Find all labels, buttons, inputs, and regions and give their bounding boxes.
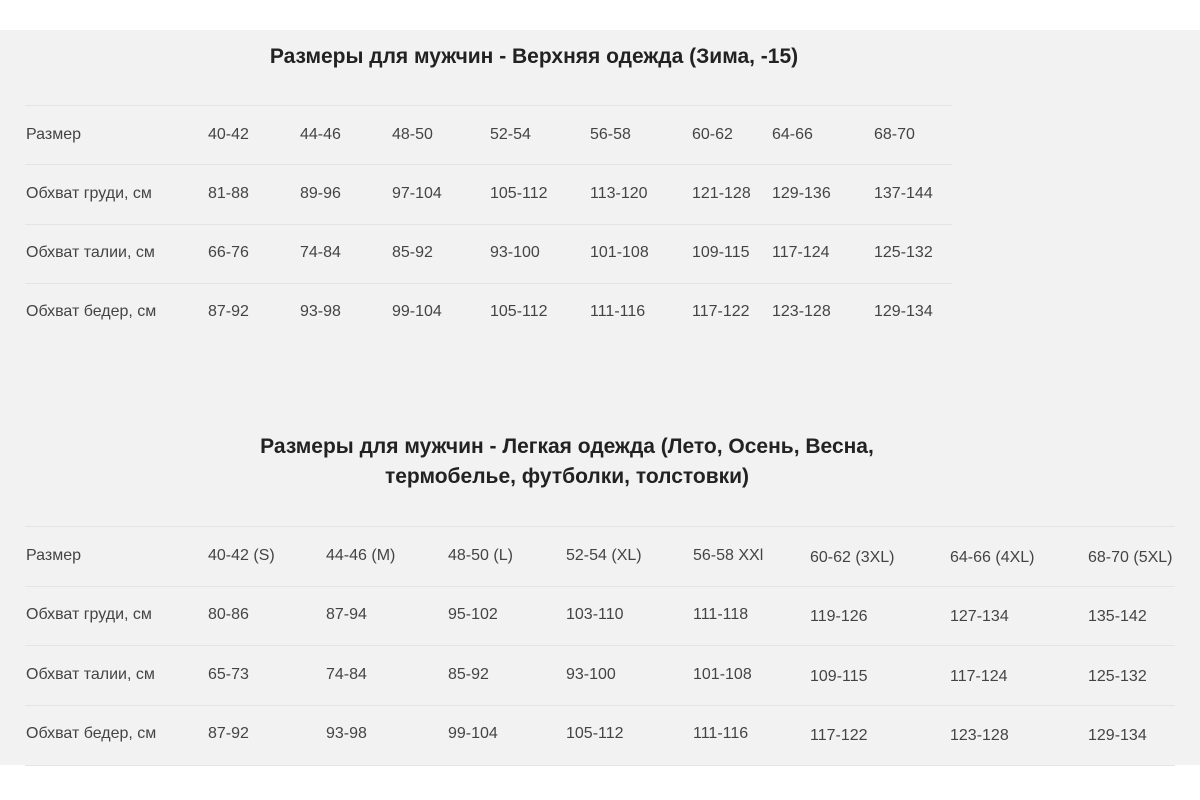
row-divider <box>25 586 1175 587</box>
table-cell: 87-94 <box>326 606 367 623</box>
table-cell: 68-70 (5XL) <box>1088 549 1173 566</box>
table-cell: 101-108 <box>693 666 752 683</box>
table-cell: 74-84 <box>326 666 367 683</box>
table-cell: 117-124 <box>772 244 830 261</box>
table-cell: 56-58 <box>590 126 631 143</box>
table-cell: 87-92 <box>208 725 249 742</box>
table-cell: 125-132 <box>1088 668 1147 685</box>
winter-table-title: Размеры для мужчин - Верхняя одежда (Зим… <box>269 45 799 68</box>
row-label: Обхват бедер, см <box>26 303 157 320</box>
table-cell: 105-112 <box>566 725 624 742</box>
row-divider <box>25 705 1175 706</box>
table-cell: 93-98 <box>326 725 367 742</box>
row-divider <box>25 164 952 165</box>
row-divider <box>25 224 952 225</box>
table-cell: 121-128 <box>692 185 751 202</box>
table-cell: 48-50 (L) <box>448 547 513 564</box>
row-label: Обхват бедер, см <box>26 725 157 742</box>
table-cell: 125-132 <box>874 244 933 261</box>
table-cell: 117-122 <box>810 727 868 744</box>
table-cell: 105-112 <box>490 185 548 202</box>
table-cell: 99-104 <box>392 303 442 320</box>
table-cell: 129-136 <box>772 185 831 202</box>
table-cell: 111-118 <box>693 606 749 623</box>
table-cell: 113-120 <box>590 185 648 202</box>
table-cell: 93-100 <box>566 666 616 683</box>
table-cell: 103-110 <box>566 606 624 623</box>
row-label: Размер <box>26 126 81 143</box>
table-cell: 105-112 <box>490 303 548 320</box>
row-label: Обхват талии, см <box>26 666 155 683</box>
table-cell: 109-115 <box>810 668 868 685</box>
table-cell: 64-66 (4XL) <box>950 549 1035 566</box>
table-cell: 117-122 <box>692 303 750 320</box>
table-cell: 123-128 <box>772 303 831 320</box>
table-cell: 56-58 XXl <box>693 547 764 564</box>
table-cell: 65-73 <box>208 666 249 683</box>
table-cell: 60-62 (3XL) <box>810 549 895 566</box>
row-divider <box>25 645 1175 646</box>
table-cell: 74-84 <box>300 244 341 261</box>
table-cell: 129-134 <box>874 303 933 320</box>
table-cell: 44-46 <box>300 126 341 143</box>
table-cell: 123-128 <box>950 727 1009 744</box>
light-table-title-line1: Размеры для мужчин - Легкая одежда (Лето… <box>260 435 874 458</box>
light-table-title-line2: термобелье, футболки, толстовки) <box>384 465 750 488</box>
row-divider <box>25 105 952 106</box>
table-cell: 135-142 <box>1088 608 1147 625</box>
row-label: Обхват груди, см <box>26 606 152 623</box>
table-cell: 93-100 <box>490 244 540 261</box>
table-cell: 44-46 (M) <box>326 547 396 564</box>
table-cell: 117-124 <box>950 668 1008 685</box>
table-cell: 95-102 <box>448 606 498 623</box>
table-cell: 111-116 <box>590 303 646 320</box>
table-cell: 80-86 <box>208 606 249 623</box>
table-cell: 127-134 <box>950 608 1009 625</box>
table-cell: 111-116 <box>693 725 749 742</box>
table-cell: 68-70 <box>874 126 915 143</box>
table-cell: 137-144 <box>874 185 933 202</box>
table-cell: 101-108 <box>590 244 649 261</box>
row-divider <box>25 526 1175 527</box>
table-cell: 52-54 (XL) <box>566 547 642 564</box>
white-corner <box>800 765 1200 800</box>
page-background <box>0 30 1200 765</box>
table-cell: 40-42 <box>208 126 249 143</box>
row-label: Обхват груди, см <box>26 185 152 202</box>
table-cell: 99-104 <box>448 725 498 742</box>
table-cell: 119-126 <box>810 608 868 625</box>
table-cell: 89-96 <box>300 185 341 202</box>
row-label: Обхват талии, см <box>26 244 155 261</box>
table-cell: 60-62 <box>692 126 733 143</box>
row-label: Размер <box>26 547 81 564</box>
row-divider <box>25 283 952 284</box>
table-cell: 48-50 <box>392 126 433 143</box>
table-cell: 109-115 <box>692 244 750 261</box>
table-cell: 40-42 (S) <box>208 547 275 564</box>
table-cell: 129-134 <box>1088 727 1147 744</box>
table-cell: 52-54 <box>490 126 531 143</box>
table-cell: 97-104 <box>392 185 442 202</box>
table-cell: 93-98 <box>300 303 341 320</box>
table-cell: 64-66 <box>772 126 813 143</box>
table-cell: 85-92 <box>448 666 489 683</box>
table-cell: 66-76 <box>208 244 249 261</box>
table-cell: 87-92 <box>208 303 249 320</box>
table-cell: 81-88 <box>208 185 249 202</box>
row-divider <box>25 765 1175 766</box>
table-cell: 85-92 <box>392 244 433 261</box>
